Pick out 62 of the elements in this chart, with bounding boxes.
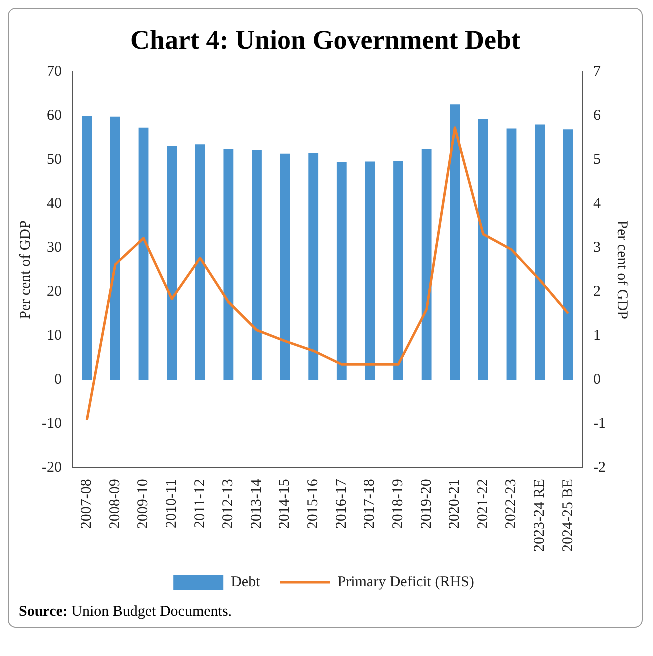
chart-title: Chart 4: Union Government Debt [130,25,522,56]
x-tick-label: 2017-18 [362,479,378,530]
bar [422,149,432,380]
bar [138,128,149,380]
bar [82,116,92,380]
bar [110,116,120,380]
x-tick-label: 2024-25 BE [560,479,576,552]
y2-tick-label: 7 [594,64,602,80]
legend-label: Debt [231,574,262,590]
x-tick-label: 2022-23 [504,479,520,530]
y-tick-label: 20 [46,284,62,300]
y2-tick-label: 5 [594,152,602,168]
x-tick-label: 2019-20 [418,479,435,530]
y2-tick-label: 0 [594,372,602,388]
y-tick-label: 30 [46,240,62,256]
bar [280,154,290,380]
y2-tick-label: 4 [594,196,602,212]
y-tick-label: 0 [54,372,62,388]
bar [195,144,206,380]
y2-tick-label: 1 [594,328,602,344]
bar [563,130,574,380]
bar [224,149,234,380]
bar [336,162,347,380]
y-axis-title: Per cent of GDP [18,220,34,320]
x-tick-label: 2014-15 [277,479,294,530]
x-tick-label: 2012-13 [220,479,237,530]
bar [535,124,545,380]
bar [394,161,404,380]
y2-axis-title: Per cent of GDP [614,220,630,320]
bar [506,128,517,380]
x-tick-label: 2011-12 [192,479,208,529]
x-tick-label: 2023-24 RE [532,479,548,552]
y-tick-label: -10 [42,416,62,432]
x-tick-label: 2020-21 [447,479,464,530]
bar [478,120,488,380]
x-tick-label: 2018-19 [390,479,406,530]
y-tick-label: 10 [46,328,62,344]
y-tick-label: 40 [46,196,62,212]
bar [450,104,460,380]
x-tick-label: 2015-16 [306,478,322,530]
y-tick-label: 50 [46,152,62,168]
y-tick-label: -20 [42,460,62,476]
legend-label: Primary Deficit (RHS) [338,574,474,590]
x-tick-label: 2013-14 [248,478,265,530]
source-note: Source: Union Budget Documents. [19,604,234,621]
x-tick-label: 2008-09 [107,479,124,530]
y-tick-label: 60 [46,108,62,124]
y2-tick-label: 6 [594,108,602,124]
x-tick-label: 2016-17 [334,478,350,530]
y2-tick-label: 2 [594,284,602,300]
x-tick-label: 2007-08 [79,479,96,530]
x-tick-label: 2009-10 [136,479,152,530]
y2-tick-label: -2 [594,460,606,476]
bar [308,153,319,380]
x-tick-label: 2010-11 [164,479,180,529]
bar [365,162,376,380]
bar [252,150,262,380]
y-tick-label: 70 [46,64,62,80]
y2-tick-label: 3 [594,240,602,256]
y2-tick-label: -1 [594,416,606,432]
x-tick-label: 2021-22 [475,479,492,530]
bar [167,146,178,380]
